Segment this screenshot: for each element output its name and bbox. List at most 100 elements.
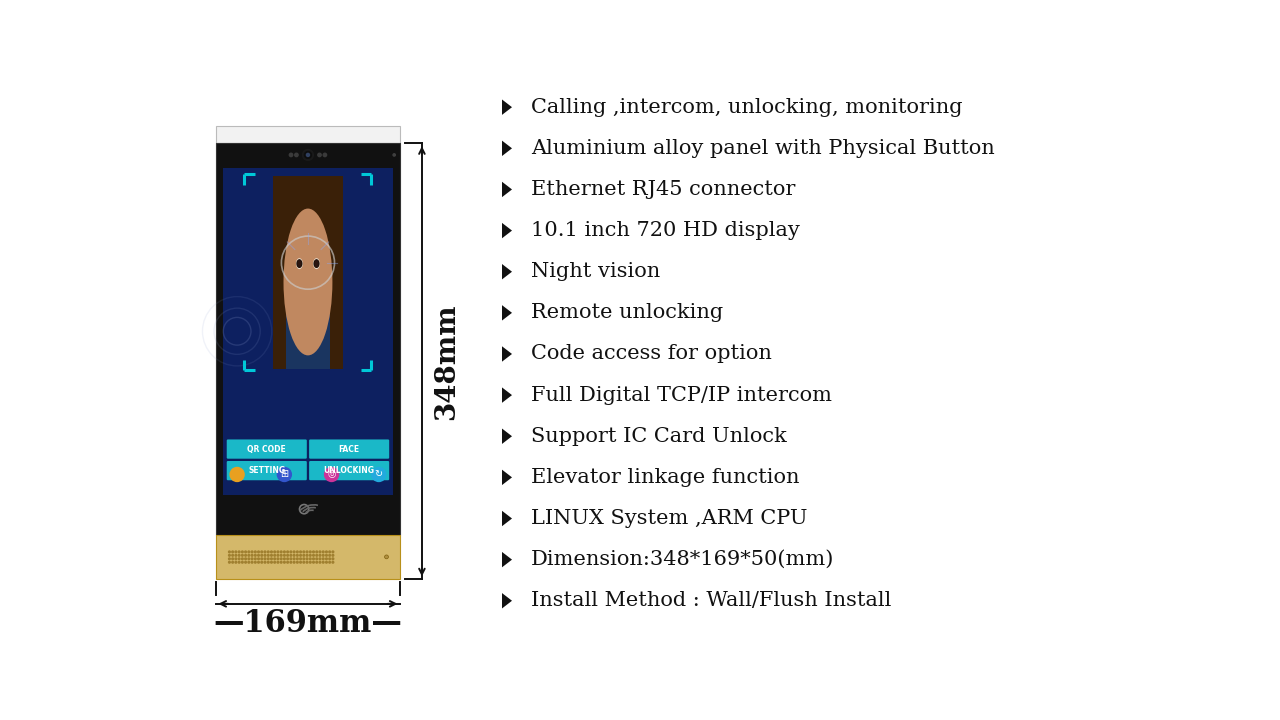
Circle shape (297, 554, 298, 556)
Circle shape (316, 554, 317, 556)
Circle shape (251, 562, 253, 563)
Circle shape (306, 558, 308, 559)
Circle shape (238, 562, 239, 563)
Circle shape (323, 558, 324, 559)
Polygon shape (502, 387, 512, 402)
Text: Remote unlocking: Remote unlocking (531, 303, 723, 323)
Bar (215, 143, 401, 534)
Bar (273, 176, 343, 369)
Circle shape (324, 467, 339, 482)
Text: 10.1 inch 720 HD display: 10.1 inch 720 HD display (531, 221, 800, 240)
Circle shape (293, 551, 294, 553)
Circle shape (280, 562, 282, 563)
Polygon shape (502, 428, 512, 444)
Circle shape (323, 551, 324, 553)
Circle shape (332, 558, 334, 559)
Circle shape (274, 554, 275, 556)
Circle shape (274, 551, 275, 553)
Circle shape (316, 551, 317, 553)
Text: Dimension:348*169*50(mm): Dimension:348*169*50(mm) (531, 550, 835, 569)
Circle shape (306, 551, 308, 553)
Polygon shape (502, 510, 512, 526)
Circle shape (236, 551, 237, 553)
Circle shape (329, 551, 330, 553)
Circle shape (236, 562, 237, 563)
Circle shape (280, 551, 282, 553)
Circle shape (232, 558, 233, 559)
Circle shape (255, 551, 256, 553)
Circle shape (264, 551, 266, 553)
Circle shape (287, 558, 288, 559)
Circle shape (244, 558, 247, 559)
Circle shape (316, 562, 317, 563)
Circle shape (287, 551, 288, 553)
Circle shape (310, 551, 311, 553)
Circle shape (248, 558, 250, 559)
Circle shape (257, 558, 260, 559)
Circle shape (300, 562, 301, 563)
Polygon shape (502, 469, 512, 485)
Circle shape (244, 551, 247, 553)
Ellipse shape (297, 260, 302, 268)
Text: Aluminium alloy panel with Physical Button: Aluminium alloy panel with Physical Butt… (531, 139, 995, 158)
Text: ⊞: ⊞ (280, 469, 288, 480)
Circle shape (303, 554, 305, 556)
Circle shape (291, 558, 292, 559)
Circle shape (317, 153, 321, 157)
Text: —169mm—: —169mm— (214, 608, 402, 639)
Circle shape (268, 554, 269, 556)
Circle shape (312, 554, 315, 556)
Circle shape (300, 551, 301, 553)
Text: Calling ,intercom, unlocking, monitoring: Calling ,intercom, unlocking, monitoring (531, 98, 963, 117)
Circle shape (236, 558, 237, 559)
Circle shape (371, 467, 387, 482)
Circle shape (297, 562, 298, 563)
Circle shape (229, 562, 230, 563)
Text: Support IC Card Unlock: Support IC Card Unlock (531, 427, 787, 446)
Text: Install Method : Wall/Flush Install: Install Method : Wall/Flush Install (531, 591, 892, 611)
Circle shape (242, 551, 243, 553)
Circle shape (291, 554, 292, 556)
Circle shape (332, 554, 334, 556)
Circle shape (312, 558, 315, 559)
Polygon shape (502, 181, 512, 197)
Circle shape (270, 562, 273, 563)
Circle shape (329, 554, 330, 556)
Text: Night vision: Night vision (531, 262, 660, 282)
FancyBboxPatch shape (308, 461, 389, 480)
Circle shape (316, 558, 317, 559)
Circle shape (242, 562, 243, 563)
Circle shape (268, 558, 269, 559)
Circle shape (325, 551, 328, 553)
Circle shape (293, 554, 294, 556)
Circle shape (319, 558, 321, 559)
Text: Full Digital TCP/IP intercom: Full Digital TCP/IP intercom (531, 386, 832, 405)
Polygon shape (502, 593, 512, 608)
Circle shape (287, 554, 288, 556)
Polygon shape (502, 346, 512, 361)
Circle shape (280, 558, 282, 559)
Circle shape (293, 558, 294, 559)
Circle shape (312, 551, 315, 553)
Circle shape (332, 562, 334, 563)
Circle shape (276, 554, 279, 556)
Circle shape (319, 551, 321, 553)
Circle shape (319, 562, 321, 563)
Text: Code access for option: Code access for option (531, 344, 772, 364)
Circle shape (238, 554, 239, 556)
Text: UNLOCKING: UNLOCKING (324, 466, 375, 475)
Circle shape (248, 551, 250, 553)
Circle shape (284, 562, 285, 563)
Circle shape (306, 153, 310, 156)
Ellipse shape (315, 260, 319, 268)
Polygon shape (502, 99, 512, 115)
Circle shape (274, 558, 275, 559)
Circle shape (332, 551, 334, 553)
Ellipse shape (296, 258, 303, 269)
Circle shape (255, 562, 256, 563)
Circle shape (300, 558, 301, 559)
Circle shape (261, 562, 262, 563)
Circle shape (310, 562, 311, 563)
Circle shape (291, 551, 292, 553)
Circle shape (306, 562, 308, 563)
